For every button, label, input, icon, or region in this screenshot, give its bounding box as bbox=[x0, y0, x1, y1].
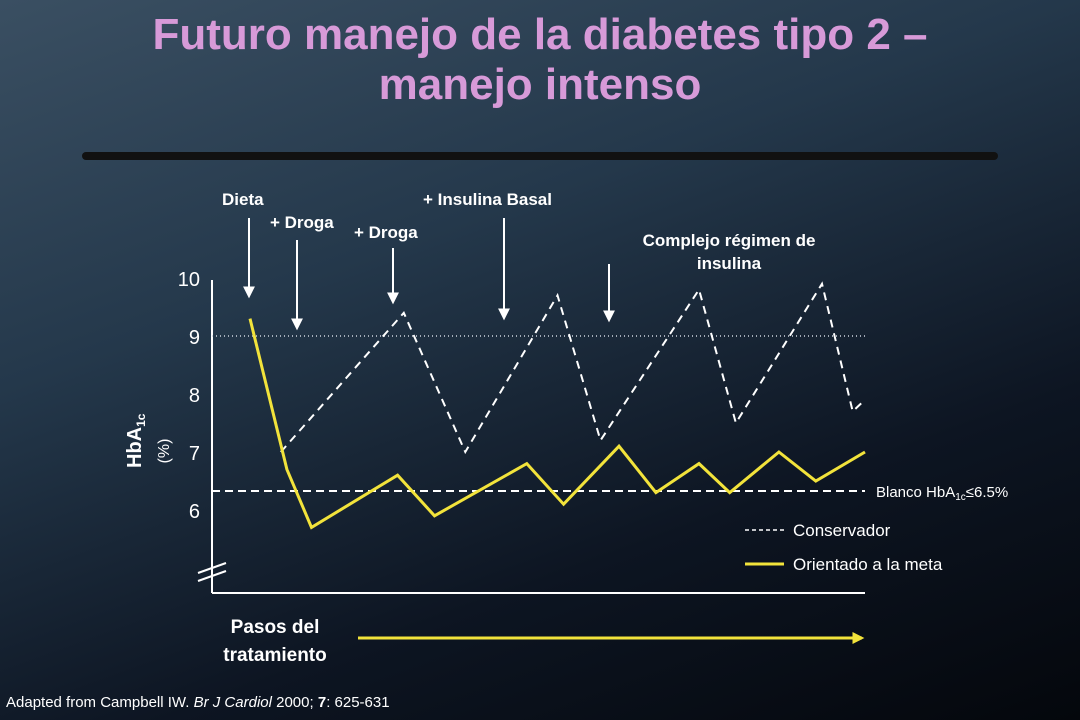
source-prefix: Adapted from Campbell IW. bbox=[6, 694, 190, 711]
annotation-label: insulina bbox=[697, 254, 762, 273]
x-axis-label: Pasos del bbox=[231, 617, 320, 638]
y-tick-label: 6 bbox=[189, 501, 200, 523]
annotation-label: + Droga bbox=[354, 223, 418, 242]
annotation-label: + Insulina Basal bbox=[423, 190, 552, 209]
y-axis-unit: (%) bbox=[156, 439, 173, 464]
source-year: 2000; bbox=[276, 694, 314, 711]
legend-label-orientado-meta: Orientado a la meta bbox=[793, 555, 943, 574]
page-title: Futuro manejo de la diabetes tipo 2 – ma… bbox=[0, 10, 1080, 110]
axis-break-mark bbox=[197, 562, 227, 574]
source-pages: : 625-631 bbox=[326, 694, 390, 711]
axis-break-mark bbox=[197, 570, 227, 582]
annotation-label: Dieta bbox=[222, 190, 264, 209]
y-tick-label: 7 bbox=[189, 443, 200, 465]
y-axis-label: HbA1c bbox=[124, 413, 148, 468]
title-line-1: Futuro manejo de la diabetes tipo 2 – bbox=[152, 10, 928, 59]
x-axis-label: tratamiento bbox=[223, 645, 326, 666]
y-tick-label: 8 bbox=[189, 385, 200, 407]
source-journal: Br J Cardiol bbox=[193, 694, 272, 711]
series-conservador bbox=[280, 281, 866, 455]
series-orientado-meta bbox=[248, 318, 866, 530]
y-tick-label: 10 bbox=[178, 269, 200, 291]
source-citation: Adapted from Campbell IW. Br J Cardiol 2… bbox=[6, 694, 390, 711]
annotation-label: Complejo régimen de bbox=[643, 231, 816, 250]
title-line-2: manejo intenso bbox=[378, 60, 702, 109]
annotation-label: + Droga bbox=[270, 213, 334, 232]
title-divider bbox=[82, 152, 998, 160]
y-tick-label: 9 bbox=[189, 327, 200, 349]
target-label: Blanco HbA1c≤6.5% bbox=[876, 484, 1008, 503]
source-volume: 7 bbox=[317, 694, 327, 711]
legend-label-conservador: Conservador bbox=[793, 521, 891, 540]
